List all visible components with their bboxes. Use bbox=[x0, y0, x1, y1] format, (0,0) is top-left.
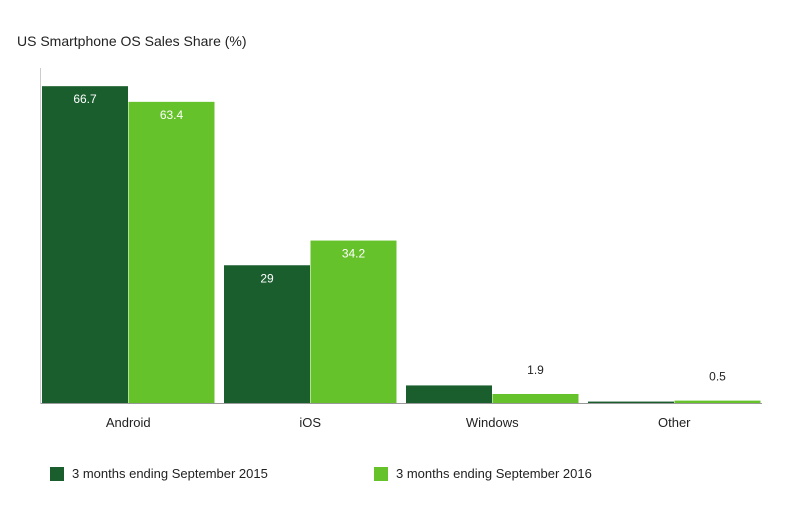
category-label-android: Android bbox=[106, 415, 151, 430]
bar-android-series-1 bbox=[42, 86, 128, 404]
legend-label-2015: 3 months ending September 2015 bbox=[72, 466, 268, 481]
category-labels-group: Android iOS Windows Other bbox=[106, 415, 691, 430]
value-label-ios-series-2: 34.2 bbox=[342, 247, 366, 261]
legend-item-2015: 3 months ending September 2015 bbox=[50, 466, 268, 481]
category-label-other: Other bbox=[658, 415, 691, 430]
category-label-windows: Windows bbox=[466, 415, 519, 430]
value-label-ios-series-1: 29 bbox=[260, 271, 274, 285]
bar-windows-series-2 bbox=[492, 393, 579, 403]
legend-swatch-2015 bbox=[50, 466, 64, 481]
legend-item-2016: 3 months ending September 2016 bbox=[374, 466, 592, 481]
bar-windows-series-1 bbox=[406, 385, 492, 403]
bar-ios-series-1 bbox=[224, 265, 310, 403]
category-label-ios: iOS bbox=[299, 415, 321, 430]
value-label-other-series-2: 0.5 bbox=[709, 370, 726, 384]
bar-ios-series-2 bbox=[310, 240, 397, 403]
value-label-android-series-1: 66.7 bbox=[73, 92, 97, 106]
legend-label-2016: 3 months ending September 2016 bbox=[396, 466, 592, 481]
bar-android-series-2 bbox=[128, 101, 215, 403]
bar-other-series-1 bbox=[588, 401, 674, 403]
bars-group bbox=[42, 86, 761, 404]
chart-title: US Smartphone OS Sales Share (%) bbox=[17, 33, 247, 49]
bar-chart: 66.7 63.4 29 34.2 1.9 0.5 Android iOS Windows Ot… bbox=[40, 68, 762, 430]
value-labels-group: 66.7 63.4 29 34.2 1.9 0.5 bbox=[73, 92, 726, 383]
bar-other-series-2 bbox=[674, 400, 761, 403]
value-label-android-series-2: 63.4 bbox=[160, 108, 184, 122]
legend-swatch-2016 bbox=[374, 466, 388, 481]
value-label-windows-series-2: 1.9 bbox=[527, 363, 544, 377]
